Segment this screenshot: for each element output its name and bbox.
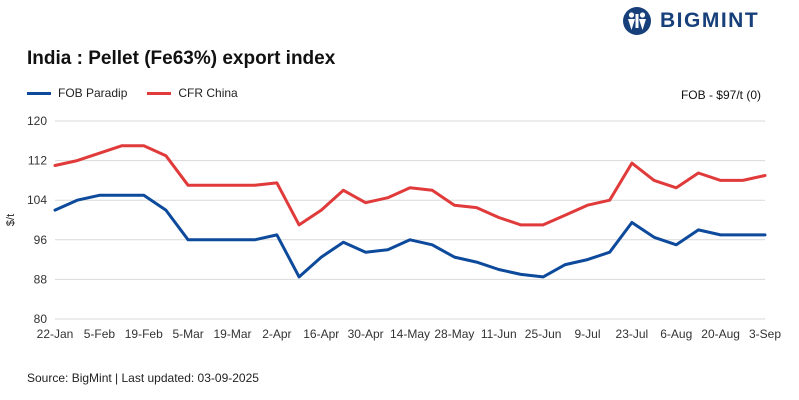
x-tick-label: 11-Jun [481, 327, 517, 341]
brand-logo: BIGMINT [622, 6, 759, 36]
y-axis-label: $/t [5, 214, 17, 226]
line-chart: 80 88 96 104 112 120 $/t 22-Jan 5-Feb 19-Feb 5-Mar… [5, 114, 781, 341]
y-tick-label: 112 [28, 154, 47, 168]
x-tick-label: 20-Aug [701, 327, 740, 341]
y-tick-label: 104 [27, 193, 47, 207]
legend-swatch-cfr-china [147, 91, 172, 95]
chart-legend: FOB Paradip CFR China [27, 86, 258, 100]
x-tick-label: 9-Jul [574, 327, 600, 341]
brand-name: BIGMINT [660, 9, 760, 32]
legend-item-fob-paradip: FOB Paradip [27, 86, 127, 100]
x-tick-label: 19-Feb [125, 327, 163, 341]
bigmint-logo-icon [623, 7, 651, 35]
fob-price-note: FOB - $97/t (0) [680, 88, 761, 102]
x-tick-label: 22-Jan [37, 327, 74, 341]
x-tick-label: 25-Jun [525, 327, 562, 341]
x-tick-label: 23-Jul [616, 327, 649, 341]
x-tick-label: 3-Sep [749, 327, 781, 341]
x-tick-label: 5-Feb [84, 327, 116, 341]
x-tick-label: 30-Apr [348, 327, 384, 341]
x-tick-label: 5-Mar [172, 327, 203, 341]
legend-swatch-fob-paradip [27, 91, 51, 95]
x-tick-label: 14-May [390, 327, 430, 341]
y-tick-label: 80 [34, 312, 48, 326]
series-line-cfr-china [53, 144, 767, 227]
chart-title: India : Pellet (Fe63%) export index [27, 48, 336, 69]
source-note: Source: BigMint | Last updated: 03-09-20… [27, 371, 259, 385]
x-tick-label: 16-Apr [303, 327, 339, 341]
x-tick-label: 2-Apr [262, 327, 291, 341]
legend-label-cfr-china: CFR China [178, 86, 238, 100]
series-line-fob-paradip [53, 193, 767, 279]
y-tick-label: 88 [34, 272, 48, 286]
y-tick-label: 120 [27, 114, 47, 128]
x-tick-label: 28-May [434, 327, 474, 341]
legend-label-fob-paradip: FOB Paradip [58, 86, 128, 100]
x-tick-label: 6-Aug [660, 327, 692, 341]
x-tick-label: 19-Mar [213, 327, 251, 341]
legend-item-cfr-china: CFR China [147, 86, 238, 100]
y-tick-label: 96 [34, 233, 48, 247]
